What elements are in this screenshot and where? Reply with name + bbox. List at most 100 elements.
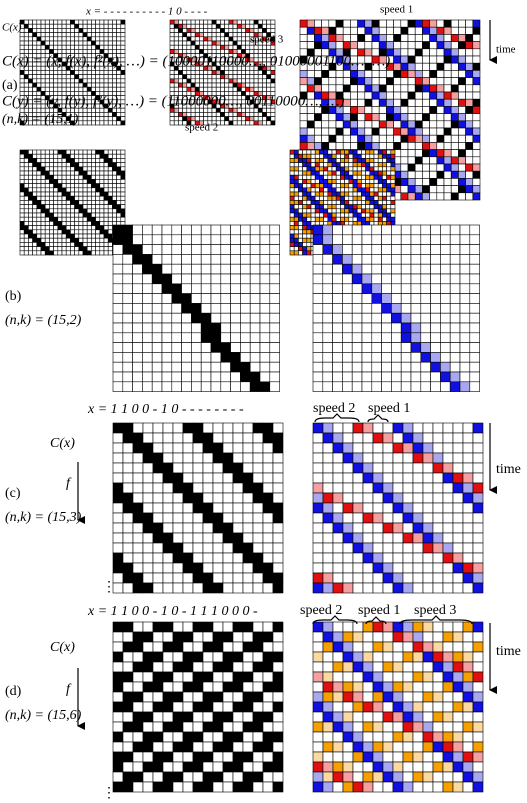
grid-cell (459, 342, 471, 353)
grid-cell (302, 153, 308, 159)
grid-cell (352, 691, 364, 703)
grid-cell (242, 432, 254, 444)
grid-cell (450, 120, 459, 129)
grid-cell (57, 170, 63, 176)
grid-cell (151, 371, 163, 383)
grid-cell (314, 158, 320, 163)
grid-cell (432, 422, 444, 434)
grid-cell (28, 158, 33, 163)
grid-cell (342, 134, 351, 143)
grid-cell (61, 36, 67, 42)
grid-cell (361, 216, 366, 222)
grid-cell (152, 422, 164, 434)
grid-cell (321, 34, 330, 42)
grid-cell (469, 342, 480, 353)
grid-cell (228, 78, 234, 84)
grid-cell (362, 572, 374, 584)
grid-cell (371, 303, 382, 314)
grid-cell (289, 225, 295, 231)
grid-cell (211, 116, 217, 122)
grid-cell (430, 342, 441, 353)
grid-cell (252, 522, 264, 534)
grid-cell (332, 741, 344, 753)
grid-cell (382, 204, 387, 210)
grid-cell (365, 191, 371, 197)
grid-cell (95, 174, 101, 180)
grid-cell (222, 631, 234, 643)
grid-cell (99, 246, 105, 252)
grid-cell (182, 74, 188, 80)
grid-cell (442, 542, 454, 554)
grid-cell (352, 200, 358, 205)
grid-cell (361, 204, 366, 210)
grid-cell (23, 149, 29, 155)
grid-cell (228, 120, 234, 126)
grid-cell (222, 621, 234, 633)
grid-cell (332, 332, 343, 343)
grid-cell (19, 204, 25, 210)
grid-cell (262, 522, 274, 534)
grid-cell (86, 204, 92, 210)
grid-cell (65, 225, 71, 231)
grid-cell (462, 771, 474, 783)
grid-cell (215, 82, 221, 88)
grid-cell (299, 113, 308, 122)
grid-cell (57, 40, 63, 46)
grid-cell (99, 162, 105, 168)
grid-cell (23, 237, 29, 243)
grid-cell (377, 204, 383, 210)
grid-cell (65, 82, 71, 88)
grid-cell (342, 751, 354, 763)
grid-cell (458, 192, 466, 201)
grid-cell (220, 342, 231, 353)
grid-cell (314, 183, 320, 189)
grid-cell (356, 216, 362, 222)
grid-cell (232, 711, 244, 723)
grid-cell (252, 701, 264, 713)
grid-cell (328, 34, 337, 42)
grid-cell (215, 70, 221, 75)
grid-cell (469, 234, 480, 245)
grid-cell (352, 422, 364, 434)
grid-cell (190, 19, 196, 25)
grid-cell (429, 26, 438, 35)
grid-cell (74, 28, 80, 33)
grid-cell (262, 741, 274, 753)
grid-cell (430, 352, 441, 363)
grid-cell (222, 691, 234, 703)
grid-cell (377, 195, 383, 201)
grid-cell (378, 77, 387, 86)
grid-cell (422, 106, 430, 114)
grid-cell (70, 23, 75, 29)
grid-cell (400, 120, 409, 129)
grid-cell (391, 352, 402, 363)
grid-cell (95, 36, 101, 42)
grid-cell (391, 361, 402, 373)
grid-cell (253, 70, 259, 75)
grid-cell (302, 221, 308, 226)
grid-cell (372, 432, 384, 444)
grid-cell (352, 681, 364, 693)
grid-cell (49, 28, 54, 33)
grid-cell (107, 36, 113, 42)
grid-cell (28, 170, 33, 176)
grid-cell (70, 233, 75, 239)
grid-cell (19, 162, 25, 168)
grid-cell (372, 761, 384, 773)
grid-cell (372, 671, 384, 683)
grid-cell (74, 78, 80, 84)
grid-cell (414, 120, 423, 129)
grid-cell (116, 149, 122, 155)
grid-cell (91, 246, 96, 252)
grid-cell (332, 781, 344, 793)
grid-cell (371, 224, 382, 236)
grid-cell (378, 106, 387, 114)
grid-cell (335, 158, 341, 163)
grid-cell (350, 34, 358, 42)
grid-cell (410, 381, 422, 392)
grid-cell (86, 158, 92, 163)
grid-cell (382, 179, 387, 184)
grid-cell (210, 381, 222, 392)
grid-cell (28, 233, 33, 239)
grid-cell (112, 771, 124, 783)
